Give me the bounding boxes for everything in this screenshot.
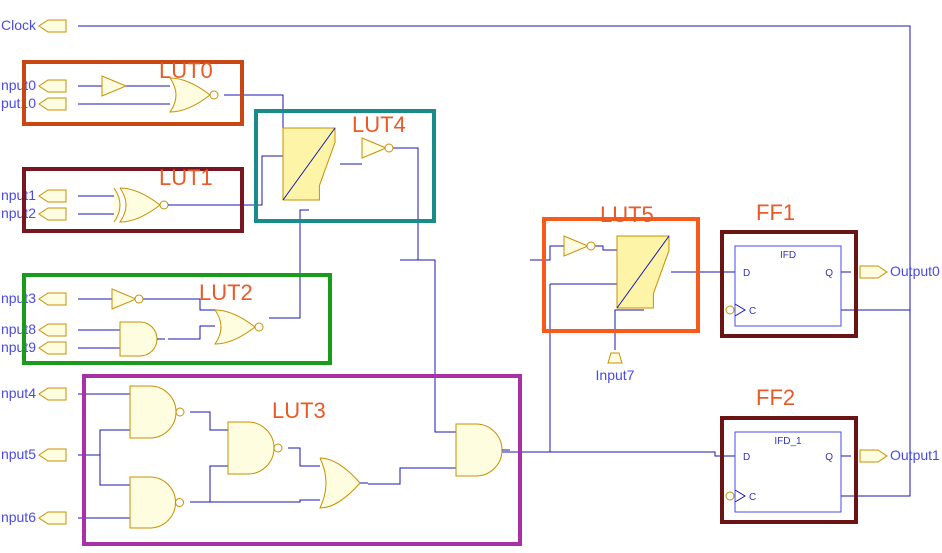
svg-text:FF1: FF1 [756,200,795,225]
block-lut2 [24,275,330,363]
wire [190,466,228,502]
svg-text:LUT5: LUT5 [600,202,654,227]
circuit-diagram: Clock Input0 Input10 Input1 Input2 Input3 Inpu… [0,0,942,553]
port-input8 [39,324,66,336]
svg-text:Clock: Clock [1,17,37,33]
wire [595,246,617,250]
svg-text:C: C [749,306,756,317]
port-input9 [39,342,66,354]
wire [530,246,564,260]
svg-text:LUT2: LUT2 [199,280,253,305]
svg-text:Output1: Output1 [890,447,940,463]
wire [100,455,130,485]
wire [400,260,456,432]
svg-text:LUT1: LUT1 [159,165,213,190]
svg-text:Input4: Input4 [0,385,36,401]
svg-text:Input6: Input6 [0,509,36,525]
port-input4 [39,388,66,400]
wire [288,448,320,466]
svg-text:Input7: Input7 [596,367,635,383]
wire [500,452,735,456]
svg-text:Input5: Input5 [0,446,36,462]
wire [168,326,215,339]
svg-text:FF2: FF2 [756,385,795,410]
svg-text:Input3: Input3 [0,290,36,306]
svg-text:IFD: IFD [780,250,796,261]
port-input0 [39,80,66,92]
svg-text:Q: Q [825,268,833,279]
svg-text:Input9: Input9 [0,339,36,355]
wire [368,468,456,484]
port-input2 [39,208,66,220]
port-output1 [860,450,887,462]
svg-text:Q: Q [825,452,833,463]
port-input3 [39,293,66,305]
svg-text:Input8: Input8 [0,321,36,337]
svg-text:Input1: Input1 [0,187,36,203]
wire [224,95,283,140]
port-input5 [39,449,66,461]
wire [210,500,320,502]
wire [190,412,228,430]
port-input7 [608,353,622,363]
svg-text:LUT3: LUT3 [272,398,326,423]
wire [269,210,309,318]
svg-text:D: D [743,452,750,463]
port-input6 [39,512,66,524]
svg-text:Input10: Input10 [0,95,36,111]
port-output0 [860,266,887,278]
svg-text:LUT0: LUT0 [159,58,213,83]
port-input10 [39,98,66,110]
svg-text:D: D [743,268,750,279]
svg-text:IFD_1: IFD_1 [774,436,802,447]
svg-text:Output0: Output0 [890,263,940,279]
wire [393,148,418,260]
svg-text:Input0: Input0 [0,77,36,93]
svg-text:C: C [749,492,756,503]
svg-text:Input2: Input2 [0,205,36,221]
port-input1 [39,190,66,202]
port-clock [39,20,66,32]
svg-text:LUT4: LUT4 [352,112,406,137]
